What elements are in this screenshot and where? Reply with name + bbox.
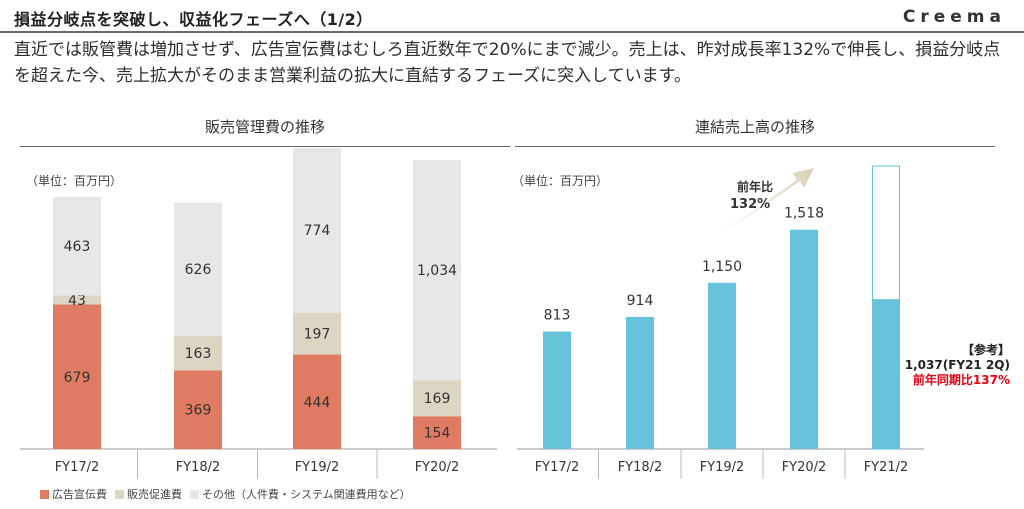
- bar-segment-promotion: [413, 380, 461, 417]
- bar-segment-other: [53, 196, 101, 296]
- growth-arrow-icon: [722, 168, 814, 233]
- title-divider: [0, 31, 1024, 33]
- growth-value: 132%: [730, 197, 770, 212]
- legend-swatch: [115, 489, 124, 499]
- bar-data-label: 914: [627, 293, 654, 309]
- x-tick-label: FY18/2: [618, 460, 663, 475]
- sga-stacked-bar-chart: 679 43 463 FY17/2 369 163 626 FY18/2 444 197 774 FY…: [20, 147, 497, 479]
- left-chart-divider: [20, 146, 510, 147]
- x-tick-label: FY19/2: [700, 460, 745, 475]
- bar-segment-promotion: [293, 312, 341, 355]
- revenue-bar: [708, 282, 736, 449]
- bar-segment-advertising: [413, 416, 461, 449]
- x-tick-label: FY19/2: [295, 460, 340, 475]
- legend-swatch: [190, 489, 199, 499]
- x-tick-label: FY20/2: [415, 460, 460, 475]
- bar-segment-other: [293, 147, 341, 313]
- legend-label: その他（人件費・システム関連費用など）: [202, 488, 411, 501]
- bar-data-label: 369: [185, 403, 212, 419]
- right-chart-divider: [515, 146, 995, 147]
- left-chart-unit: （単位：百万円）: [26, 174, 123, 188]
- legend-label: 販売促進費: [127, 488, 182, 501]
- revenue-bar: [790, 229, 818, 449]
- legend-item: その他（人件費・システム関連費用など）: [190, 486, 411, 502]
- bar-segment-advertising: [293, 354, 341, 449]
- x-tick-label: FY21/2: [864, 460, 909, 475]
- bar-data-label: 197: [304, 327, 331, 343]
- bar-data-label: 444: [304, 395, 331, 411]
- bar-segment-advertising: [53, 304, 101, 449]
- x-tick-label: FY17/2: [55, 460, 100, 475]
- x-tick-label: FY20/2: [782, 460, 827, 475]
- bar-data-label: 169: [424, 391, 451, 407]
- right-chart-title: 連結売上高の推移: [694, 118, 815, 136]
- legend-label: 広告宣伝費: [52, 488, 107, 501]
- legend-item: 販売促進費: [115, 486, 182, 502]
- bar-data-label: 679: [64, 370, 91, 386]
- creema-logo: Creema: [902, 7, 1006, 27]
- bar-data-label: 163: [185, 346, 212, 362]
- bar-data-label: 774: [304, 223, 331, 239]
- lead-text: 直近では販管費は増加させず、広告宣伝費はむしろ直近数年で20%にまで減少。売上は…: [14, 40, 1001, 86]
- reference-yoy: 前年同期比137%: [912, 373, 1010, 387]
- bar-data-label: 626: [185, 262, 212, 278]
- bar-data-label: 1,034: [417, 263, 457, 279]
- left-chart-title: 販売管理費の推移: [204, 118, 325, 136]
- revenue-bar: [626, 316, 654, 449]
- bar-data-label: 1,518: [784, 206, 824, 222]
- growth-label: 前年比: [737, 179, 773, 194]
- x-tick-label: FY17/2: [535, 460, 580, 475]
- reference-label: 【参考】: [961, 343, 1010, 357]
- bar-data-label: 1,150: [702, 259, 742, 275]
- page-title: 損益分岐点を突破し、収益化フェーズへ（1/2）: [14, 10, 373, 29]
- bar-data-label: 813: [544, 308, 571, 324]
- bar-segment-other: [413, 160, 461, 381]
- bar-segment-other: [174, 202, 222, 336]
- bar-data-label: 154: [424, 426, 451, 442]
- x-tick-label: FY18/2: [176, 460, 221, 475]
- revenue-bar: [872, 299, 900, 449]
- reference-value: 1,037(FY21 2Q): [904, 358, 1010, 372]
- bar-data-label: 43: [68, 293, 86, 309]
- legend-swatch: [40, 489, 49, 499]
- revenue-bar: [543, 331, 571, 449]
- right-chart-unit: （単位：百万円）: [512, 174, 609, 188]
- bar-segment-promotion: [174, 335, 222, 371]
- legend-item: 広告宣伝費: [40, 486, 107, 502]
- bar-segment-promotion: [53, 295, 101, 305]
- left-chart-legend: 広告宣伝費 販売促進費 その他（人件費・システム関連費用など）: [40, 486, 419, 502]
- revenue-bar-chart: 前年比 132% 813 FY17/2 914 FY18/2 1,150 FY19/2 1,…: [517, 165, 924, 479]
- bar-segment-advertising: [174, 370, 222, 449]
- reference-note: 【参考】 1,037(FY21 2Q) 前年同期比137%: [905, 343, 1010, 388]
- bar-data-label: 463: [64, 239, 91, 255]
